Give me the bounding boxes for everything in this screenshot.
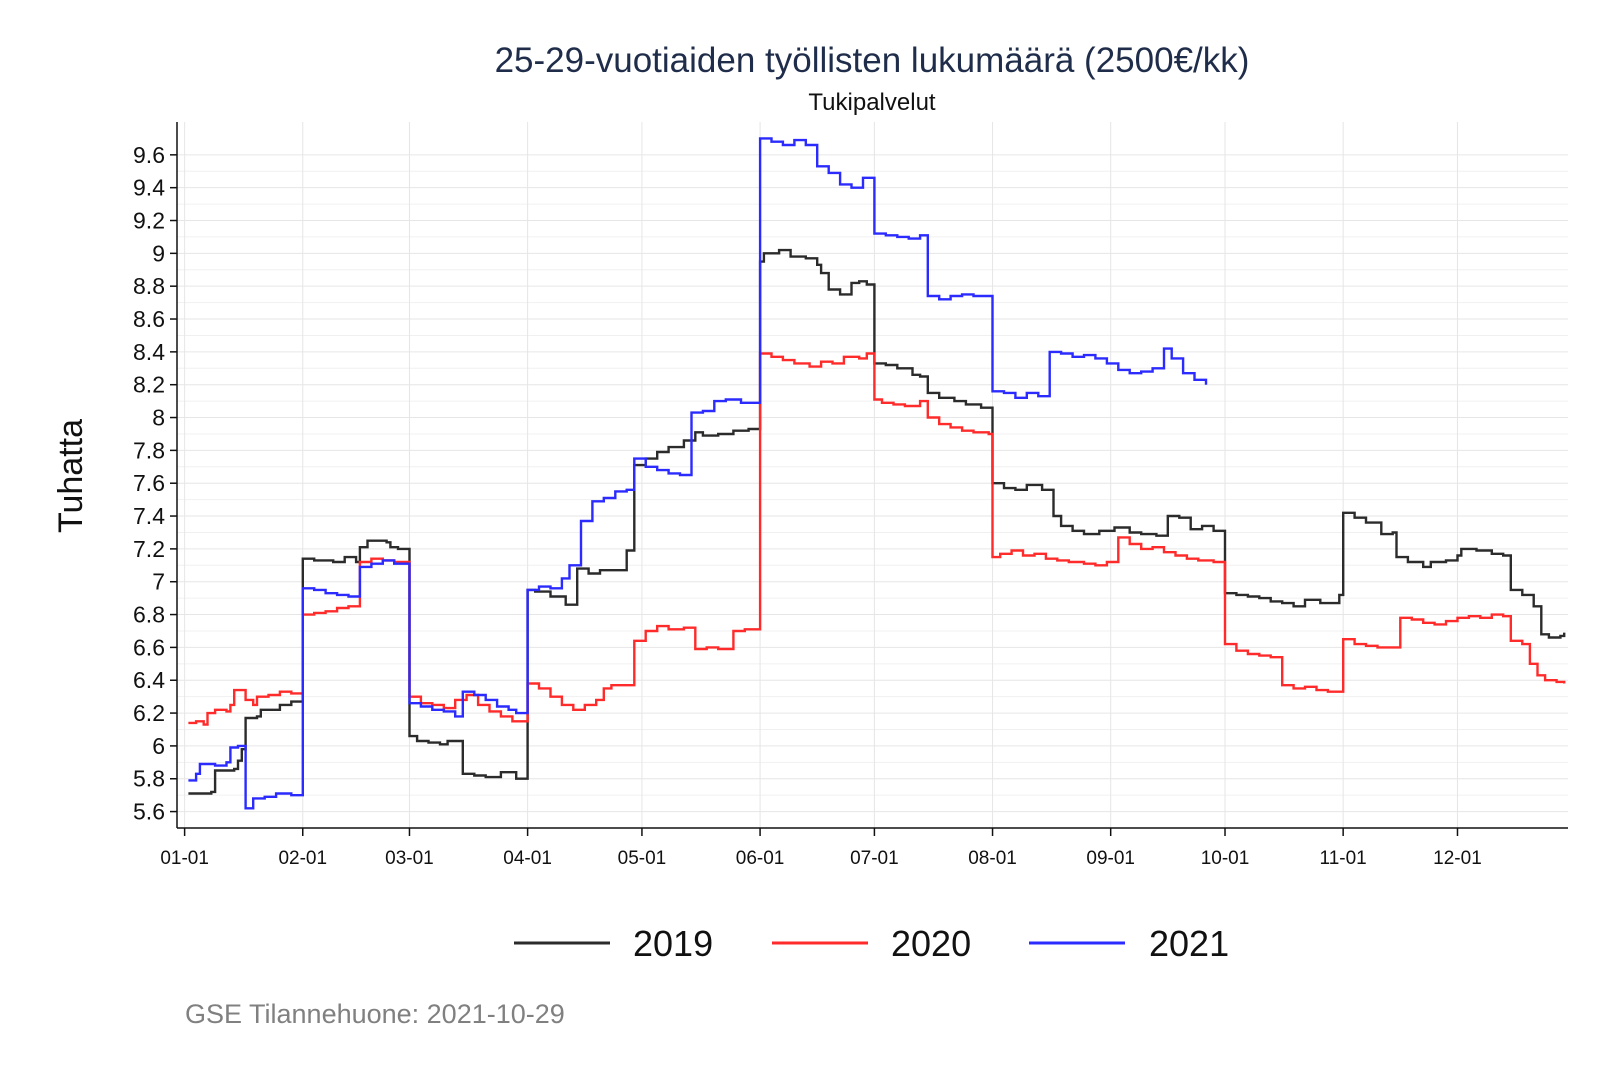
y-tick-label: 9.6	[133, 142, 165, 168]
source-note: GSE Tilannehuone: 2021-10-29	[185, 999, 565, 1029]
y-tick-label: 6.4	[133, 667, 165, 693]
y-ticks: 5.6 5.8 6 6.2 6.4 6.6 6.8 7 7.2 7.4 7.6 7.8 8 8.2 8.4 8…	[133, 142, 177, 825]
x-ticks: 01-01 02-01 03-01 04-01 05-01 06-01 07-01 08-01…	[160, 828, 1482, 869]
x-tick-label: 06-01	[736, 848, 785, 869]
y-tick-label: 5.8	[133, 766, 165, 792]
x-tick-label: 02-01	[278, 848, 327, 869]
x-tick-label: 12-01	[1433, 848, 1482, 869]
x-tick-label: 04-01	[503, 848, 552, 869]
x-tick-label: 05-01	[618, 848, 667, 869]
legend-label-2021: 2021	[1149, 923, 1229, 964]
y-tick-label: 7.6	[133, 470, 165, 496]
y-tick-label: 8	[152, 405, 165, 431]
y-axis-label: Tuhatta	[52, 419, 90, 533]
axes	[176, 122, 1568, 829]
chart-subtitle: Tukipalvelut	[808, 89, 936, 116]
series-lines	[188, 137, 1566, 810]
x-tick-label: 08-01	[968, 848, 1017, 869]
x-tick-label: 03-01	[385, 848, 434, 869]
y-tick-label: 7.8	[133, 437, 165, 463]
chart-title: 25-29-vuotiaiden työllisten lukumäärä (2…	[495, 41, 1250, 80]
legend: 2019 2020 2021	[514, 923, 1229, 964]
x-tick-label: 10-01	[1201, 848, 1250, 869]
legend-label-2020: 2020	[891, 923, 971, 964]
y-tick-label: 7.4	[133, 503, 165, 529]
series-line-2021	[188, 137, 1208, 810]
legend-label-2019: 2019	[633, 923, 713, 964]
gridlines	[177, 122, 1568, 828]
y-tick-label: 5.6	[133, 799, 165, 825]
series-line-2020	[188, 352, 1566, 726]
y-tick-label: 6.6	[133, 634, 165, 660]
y-tick-label: 9	[152, 240, 165, 266]
y-tick-label: 8.8	[133, 273, 165, 299]
y-tick-label: 9.4	[133, 175, 165, 201]
y-tick-label: 6.8	[133, 602, 165, 628]
y-tick-label: 9.2	[133, 208, 165, 234]
x-tick-label: 01-01	[160, 848, 209, 869]
x-tick-label: 09-01	[1086, 848, 1135, 869]
x-tick-label: 07-01	[850, 848, 899, 869]
y-tick-label: 8.2	[133, 372, 165, 398]
y-tick-label: 8.6	[133, 306, 165, 332]
series-line-2019	[188, 248, 1566, 795]
y-tick-label: 7	[152, 569, 165, 595]
y-tick-label: 6	[152, 733, 165, 759]
y-tick-label: 6.2	[133, 700, 165, 726]
y-tick-label: 7.2	[133, 536, 165, 562]
y-tick-label: 8.4	[133, 339, 165, 365]
x-tick-label: 11-01	[1320, 848, 1367, 869]
